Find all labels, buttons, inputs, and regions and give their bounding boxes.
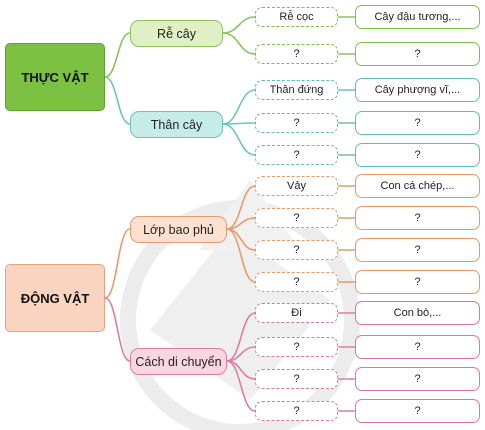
- example-node: ?: [355, 42, 480, 66]
- connector-root-category: [104, 297, 131, 362]
- example-node: Cây đậu tương,...: [355, 5, 480, 29]
- item-node: ?: [255, 369, 338, 389]
- item-node: Vảy: [255, 176, 338, 196]
- connector-root-category: [104, 76, 131, 125]
- category-re-cay: Rễ cây: [130, 20, 223, 47]
- item-node: ?: [255, 240, 338, 260]
- example-node: ?: [355, 111, 480, 135]
- example-node: Con cá chép,...: [355, 174, 480, 198]
- item-node: ?: [255, 208, 338, 228]
- item-node: ?: [255, 401, 338, 421]
- example-node: ?: [355, 143, 480, 167]
- root-node-thuc-vat: THỰC VẬT: [5, 43, 105, 111]
- item-node: ?: [255, 113, 338, 133]
- example-node: ?: [355, 206, 480, 230]
- example-node: Con bò,...: [355, 301, 480, 325]
- example-node: ?: [355, 335, 480, 359]
- connector-category-item: [226, 185, 256, 230]
- connector-root-category: [104, 32, 131, 78]
- connector-category-item: [222, 16, 256, 34]
- item-node: Đi: [255, 303, 338, 323]
- item-node: Rễ cọc: [255, 7, 338, 27]
- category-cach-di-chuyen: Cách di chuyển: [130, 348, 227, 375]
- category-lop-bao-phu: Lớp bao phủ: [130, 216, 227, 243]
- root-node-dong-vat: ĐỘNG VẬT: [5, 264, 105, 332]
- connector-lines: [104, 16, 355, 412]
- item-node: Thân đứng: [255, 80, 338, 100]
- item-node: ?: [255, 272, 338, 292]
- connector-category-item: [226, 360, 256, 412]
- category-than-cay: Thân cây: [130, 111, 223, 138]
- example-node: Cây phượng vĩ,...: [355, 78, 480, 102]
- example-node: ?: [355, 399, 480, 423]
- example-node: ?: [355, 367, 480, 391]
- connector-category-item: [222, 32, 256, 55]
- connector-category-item: [226, 312, 256, 362]
- item-node: ?: [255, 145, 338, 165]
- example-node: ?: [355, 238, 480, 262]
- example-node: ?: [355, 270, 480, 294]
- connector-category-item: [226, 228, 256, 283]
- connector-root-category: [104, 228, 131, 299]
- item-node: ?: [255, 44, 338, 64]
- connector-category-item: [222, 89, 256, 125]
- connector-category-item: [222, 123, 256, 156]
- item-node: ?: [255, 337, 338, 357]
